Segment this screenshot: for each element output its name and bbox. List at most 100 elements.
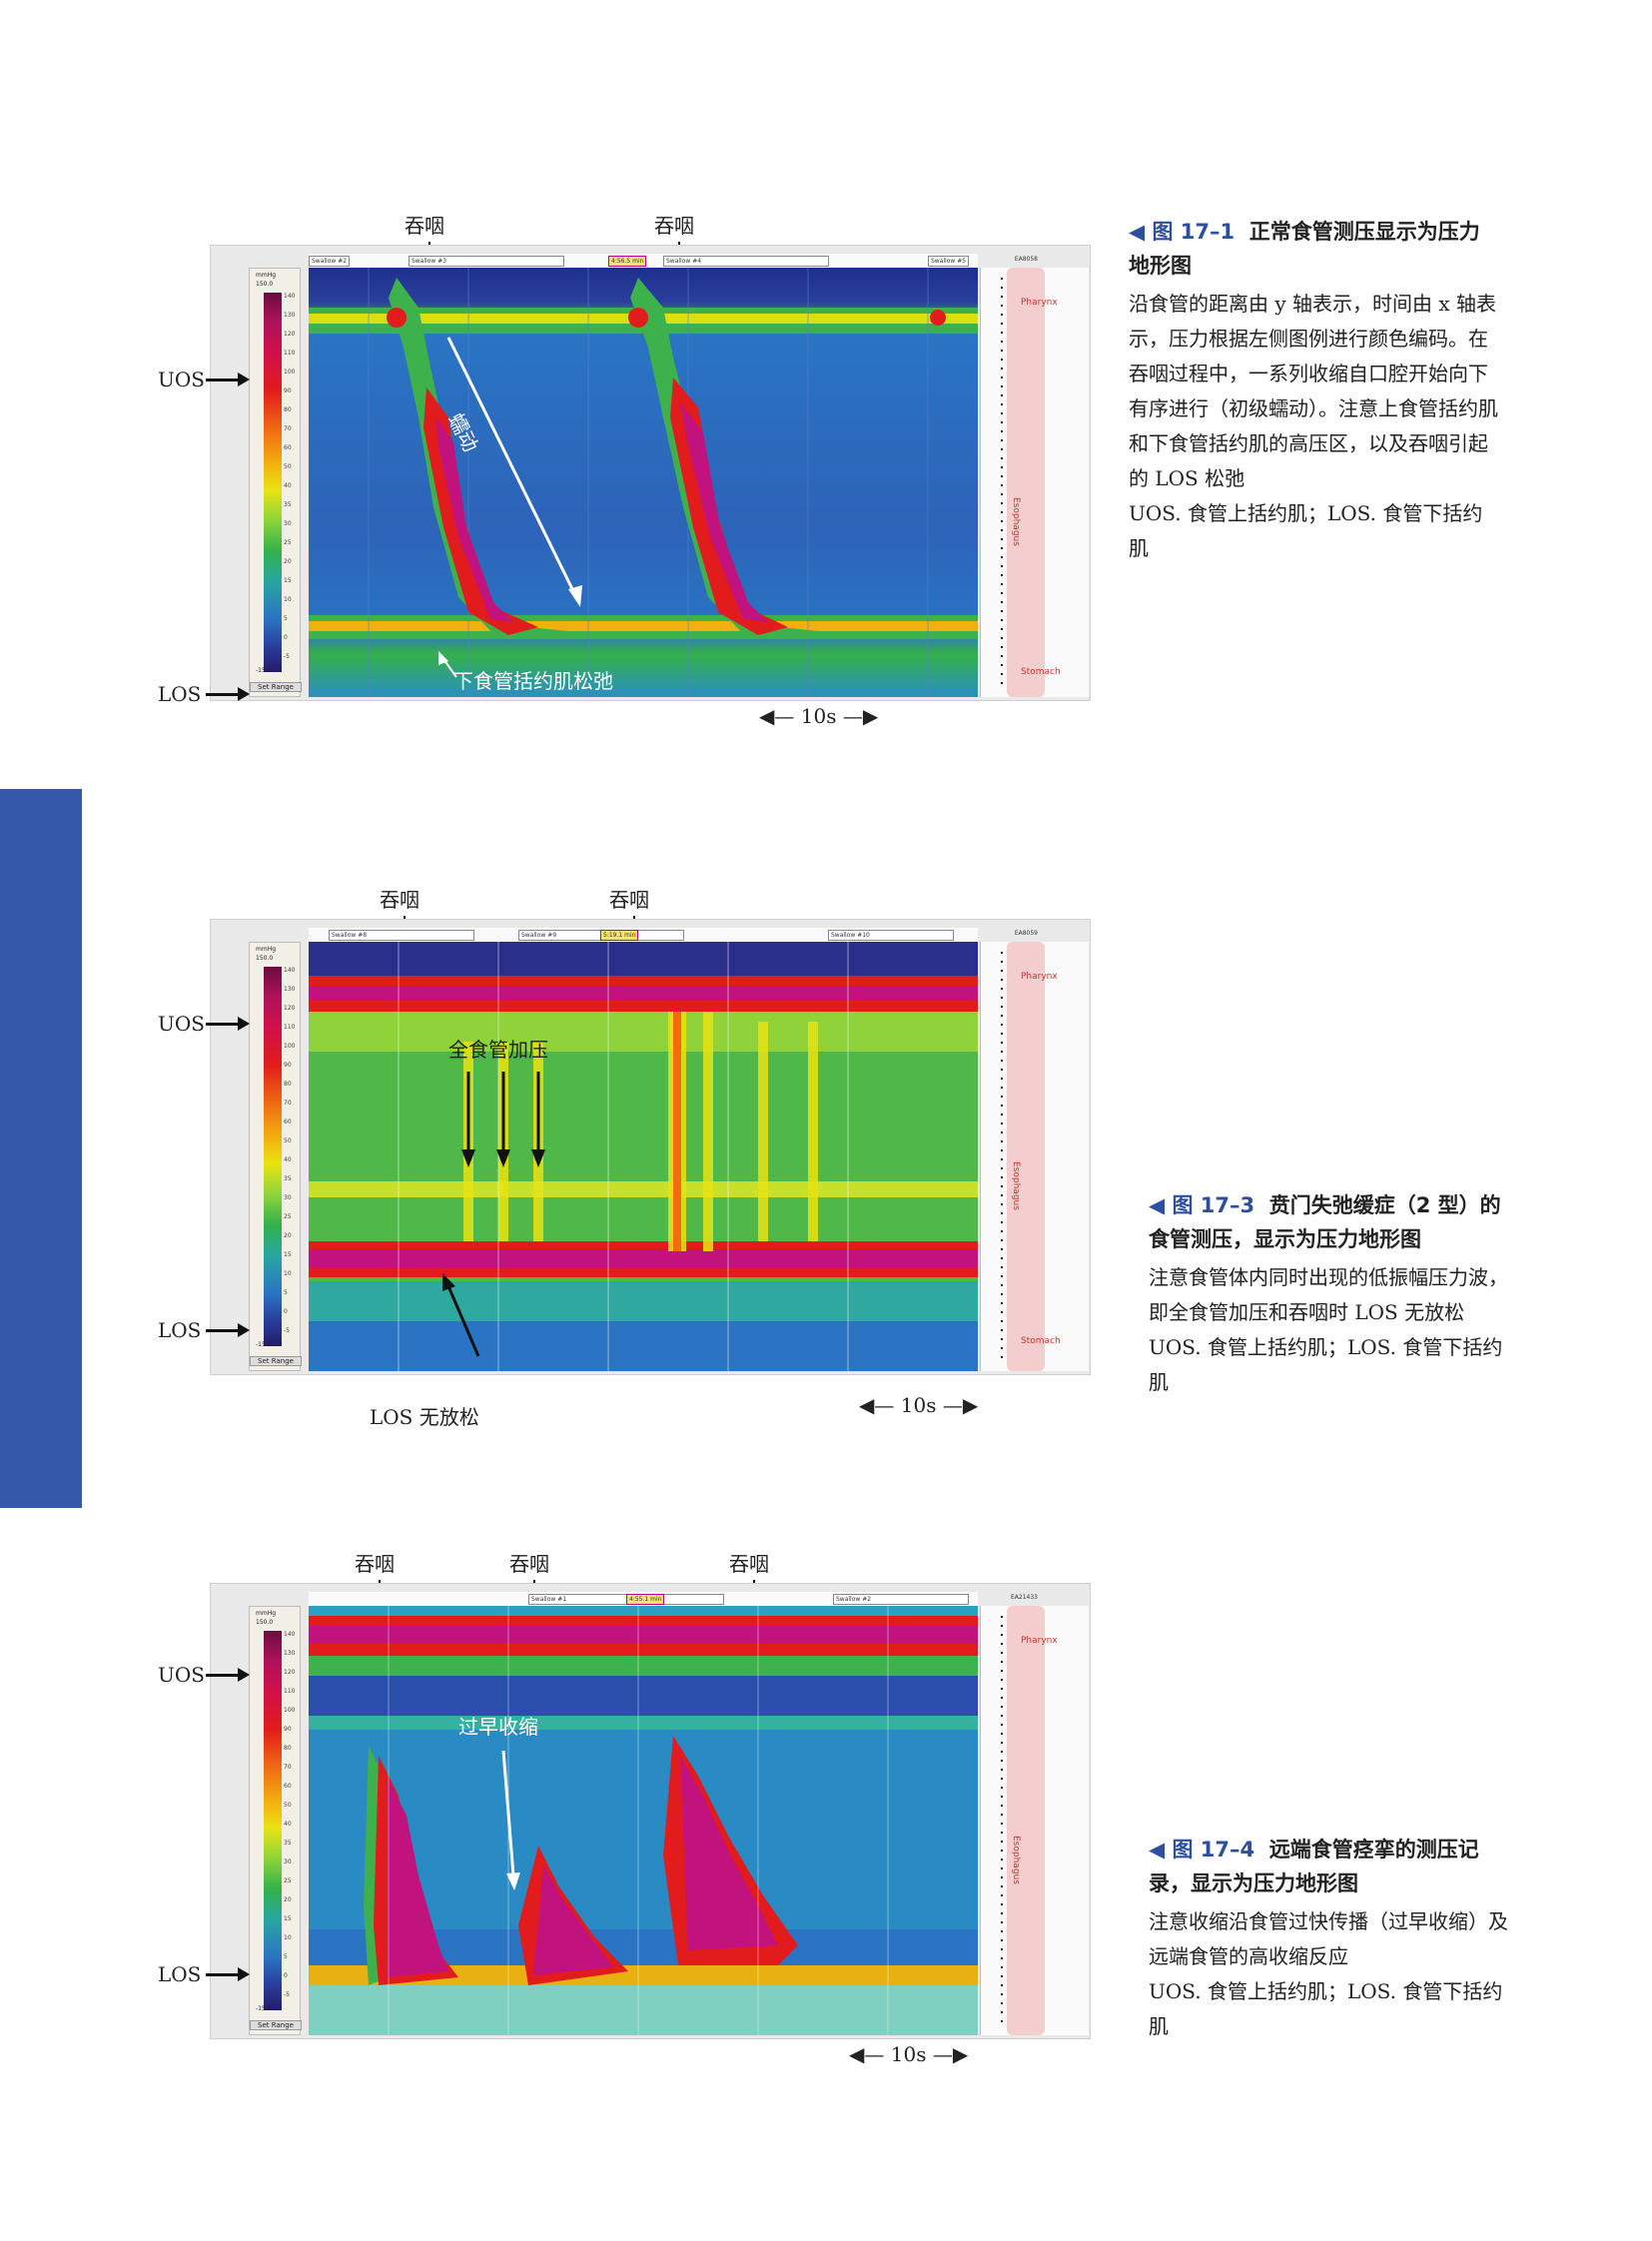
legend-tick: 110 <box>284 350 296 357</box>
pressure-legend: mmHg 150.0 140 130 120 110 100 90 80 70 60 50 40 35… <box>249 942 302 1371</box>
los-label: LOS <box>158 1962 202 1986</box>
los-relaxation-label: 下食管括约肌松弛 <box>453 669 613 693</box>
legend-tick: 10 <box>284 1270 292 1277</box>
los-label: LOS <box>158 1318 202 1342</box>
legend-tick: 60 <box>284 444 292 451</box>
pressure-topography-panel: mmHg 150.0 140 130 120 110 100 90 80 70 60 50 40 35… <box>210 1583 1091 2039</box>
recording-id: EA8058 <box>1014 256 1038 263</box>
swallow-tag[interactable]: Swallow #2 <box>309 256 351 267</box>
time-scale-label: 10s <box>800 704 837 728</box>
legend-tick: 140 <box>284 293 296 300</box>
legend-tick: 130 <box>284 986 296 993</box>
caption-17-1: ◀ 图 17–1 正常食管测压显示为压力地形图 沿食管的距离由 y 轴表示，时间… <box>1129 215 1498 566</box>
legend-tick: 140 <box>284 1631 296 1638</box>
legend-tick: 35 <box>284 501 292 508</box>
legend-tick: 5 <box>284 615 288 622</box>
legend-tick: 110 <box>284 1024 296 1031</box>
legend-tick: 30 <box>284 520 292 527</box>
pharynx-label: Pharynx <box>1021 1636 1058 1646</box>
pressure-legend: mmHg 150.0 140 130 120 110 100 90 80 70 60 50 40 35… <box>249 268 302 697</box>
legend-tick: 50 <box>284 1137 292 1144</box>
figure-17-1: 吞咽 吞咽 mmHg 150.0 140 130 120 110 100 90 80 70 60… <box>158 200 1091 729</box>
swallow-label: 吞咽 <box>654 214 694 238</box>
topography-plot: 过早收缩 <box>309 1606 978 2035</box>
caption-body: 沿食管的距离由 y 轴表示，时间由 x 轴表示，压力根据左侧图例进行颜色编码。在… <box>1129 287 1498 566</box>
swallow-tag[interactable]: Swallow #10 <box>828 930 954 941</box>
legend-min: -15.0 <box>256 667 272 674</box>
legend-tick: 80 <box>284 406 292 413</box>
legend-tick: 35 <box>284 1840 292 1847</box>
legend-tick: 120 <box>284 1669 296 1676</box>
legend-colorbar <box>264 967 282 1346</box>
topography-plot: 蠕动 下食管括约肌松弛 <box>309 268 978 697</box>
legend-tick: 140 <box>284 967 296 974</box>
recording-id: EA21433 <box>1011 1594 1038 1601</box>
caption-body: 注意食管体内同时出现的低振幅压力波，即全食管加压和吞咽时 LOS 无放松 UOS… <box>1149 1260 1518 1400</box>
set-range-button[interactable]: Set Range <box>250 1356 302 1366</box>
legend-tick: 90 <box>284 1726 292 1733</box>
legend-tick: 35 <box>284 1175 292 1182</box>
legend-tick: 40 <box>284 482 292 489</box>
caption-paragraph: 沿食管的距离由 y 轴表示，时间由 x 轴表示，压力根据左侧图例进行颜色编码。在… <box>1129 292 1498 490</box>
caption-title-text: 贲门失弛缓症（2 型）的食管测压，显示为压力地形图 <box>1149 1193 1501 1251</box>
legend-tick: 20 <box>284 1896 292 1903</box>
set-range-button[interactable]: Set Range <box>250 2020 302 2030</box>
esophagus-silhouette <box>1007 268 1045 697</box>
set-range-button[interactable]: Set Range <box>250 682 302 692</box>
caption-number: ◀ 图 17–4 <box>1149 1838 1255 1862</box>
legend-tick: 40 <box>284 1156 292 1163</box>
caption-title-text: 正常食管测压显示为压力地形图 <box>1129 220 1480 278</box>
legend-tick: 80 <box>284 1081 292 1088</box>
swallow-bar: Swallow #2 Swallow #3 4:56.5 min Swallow… <box>309 254 1038 269</box>
topography-plot: 全食管加压 <box>309 942 978 1371</box>
legend-tick: 100 <box>284 369 296 375</box>
legend-min: -15.0 <box>256 1341 272 1348</box>
swallow-tag[interactable]: Swallow #4 <box>663 256 829 267</box>
legend-tick: 5 <box>284 1953 288 1960</box>
los-no-relaxation-label: LOS 无放松 <box>370 1405 479 1429</box>
pan-esophageal-pressurization-label: 全食管加压 <box>448 1038 548 1062</box>
legend-tick: 130 <box>284 312 296 319</box>
legend-tick: 30 <box>284 1859 292 1866</box>
legend-max: 150.0 <box>256 281 274 288</box>
swallow-tag[interactable]: Swallow #2 <box>833 1594 969 1605</box>
caption-paragraph: 注意收缩沿食管过快传播（过早收缩）及远端食管的高收缩反应 <box>1149 1909 1508 1968</box>
legend-tick: 25 <box>284 1877 292 1884</box>
legend-tick: 70 <box>284 1100 292 1107</box>
legend-tick: 70 <box>284 1764 292 1771</box>
swallow-tag[interactable]: Swallow #5 <box>928 256 970 267</box>
swallow-tag[interactable]: Swallow #8 <box>329 930 474 941</box>
swallow-tag[interactable]: Swallow #3 <box>409 256 564 267</box>
caption-abbreviations: UOS. 食管上括约肌；LOS. 食管下括约肌 <box>1149 1335 1503 1394</box>
legend-colorbar <box>264 1631 282 2010</box>
los-label: LOS <box>158 682 202 706</box>
legend-tick: 25 <box>284 539 292 546</box>
legend-tick: 50 <box>284 463 292 470</box>
legend-tick: 130 <box>284 1650 296 1657</box>
swallow-label: 吞咽 <box>405 214 444 238</box>
esophagus-label: Esophagus <box>1011 1836 1021 1884</box>
los-arrow-icon <box>206 1323 250 1337</box>
legend-tick: 30 <box>284 1194 292 1201</box>
uos-label: UOS <box>158 1012 205 1036</box>
legend-unit: mmHg <box>256 1610 277 1617</box>
anatomy-panel: Pharynx Esophagus <box>980 1606 1089 2035</box>
los-arrow-icon <box>206 1967 250 1981</box>
legend-tick: 50 <box>284 1802 292 1809</box>
premature-contraction-label: 过早收缩 <box>458 1715 538 1739</box>
anatomy-panel: Pharynx Esophagus Stomach <box>980 268 1089 697</box>
uos-label: UOS <box>158 368 205 391</box>
caption-number: ◀ 图 17–1 <box>1129 220 1236 244</box>
swallow-label: 吞咽 <box>609 888 649 912</box>
legend-tick: 120 <box>284 331 296 338</box>
figure-17-3: 吞咽 吞咽 mmHg 150.0 140 130 120 110 100 90 80 70 60… <box>158 874 1091 1429</box>
pressure-legend: mmHg 150.0 140 130 120 110 100 90 80 70 60 50 40 35… <box>249 1606 302 2035</box>
esophagus-silhouette <box>1007 942 1045 1371</box>
swallow-bar: Swallow #1 4:55.1 min Swallow #2 EA21433 <box>309 1592 1038 1607</box>
swallow-bar: Swallow #8 Swallow #9 5:19.1 min Swallow… <box>309 928 1038 943</box>
legend-tick: 100 <box>284 1043 296 1050</box>
legend-tick: 40 <box>284 1821 292 1828</box>
legend-tick: 80 <box>284 1745 292 1752</box>
recording-id: EA8059 <box>1014 930 1038 937</box>
esophagus-label: Esophagus <box>1011 1161 1021 1210</box>
